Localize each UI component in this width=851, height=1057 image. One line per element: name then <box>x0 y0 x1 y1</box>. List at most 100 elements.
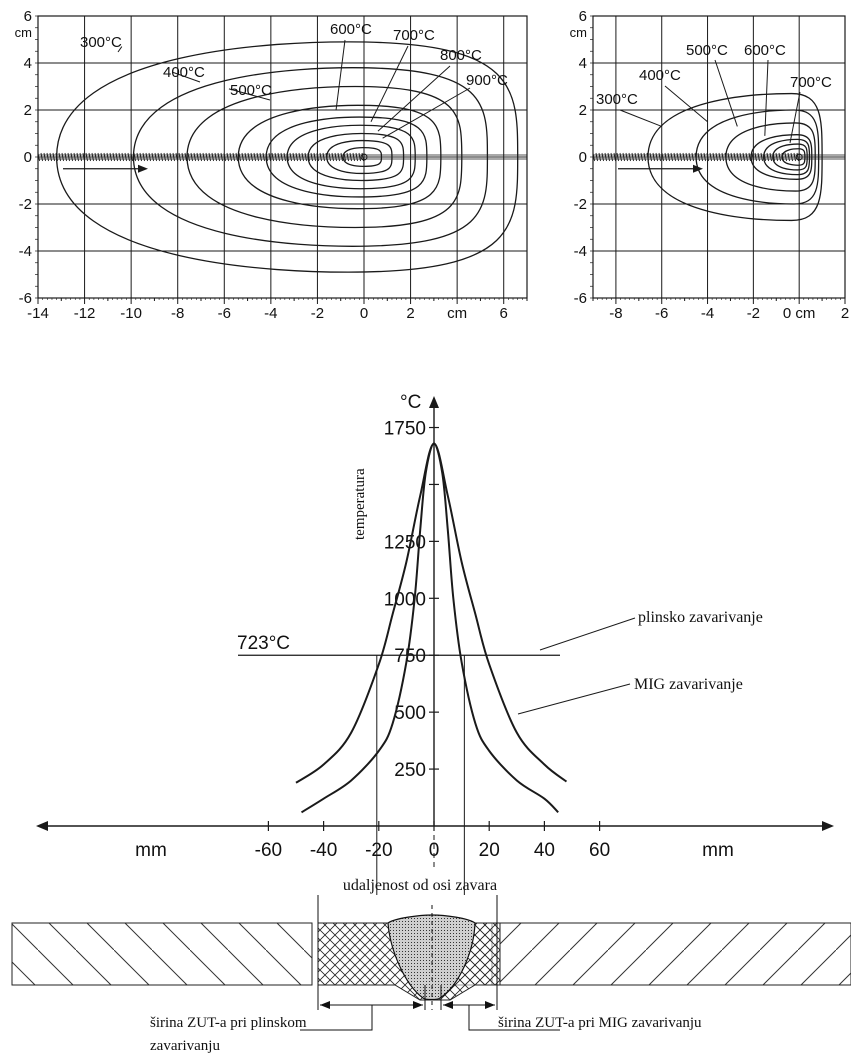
heat-source-marker <box>795 153 803 161</box>
weld-cross-section: širina ZUT-a pri plinskom zavarivanju ši… <box>11 895 851 1054</box>
isotherm-inner-8 <box>342 146 383 168</box>
mig-haz-label: širina ZUT-a pri MIG zavarivanju <box>498 1015 702 1031</box>
gas-haz-arrow-left <box>320 1001 330 1009</box>
x-tick-label: -4 <box>701 305 714 322</box>
x-unit-label: mm <box>135 840 167 861</box>
isotherm-leader <box>664 85 708 123</box>
x-tick-label: 20 <box>479 840 500 861</box>
y-tick-label: 750 <box>394 646 426 667</box>
isotherm-700°C <box>772 143 808 171</box>
y-unit-label: cm <box>15 25 32 40</box>
y-unit-label: °C <box>400 392 421 413</box>
isotherm-label: 400°C <box>163 64 205 81</box>
x-tick-label: -6 <box>218 305 231 322</box>
x-axis-arrow-right <box>822 821 834 831</box>
isotherm-leader <box>714 59 738 127</box>
isotherm-label: 600°C <box>330 21 372 38</box>
isotherm-leader <box>789 91 801 143</box>
isotherm-inner-4 <box>265 116 428 198</box>
curve-gas-welding <box>295 442 568 784</box>
x-tick-label: 60 <box>589 840 610 861</box>
mig-haz-leader <box>468 1005 560 1031</box>
gas-haz-label-1: širina ZUT-a pri plinskom <box>150 1015 307 1031</box>
y-tick-label: -6 <box>19 290 32 307</box>
isotherm-leader <box>619 109 662 127</box>
weld-bead-zigzag <box>592 152 799 162</box>
y-tick-label: 0 <box>24 149 32 166</box>
x-tick-label: -6 <box>655 305 668 322</box>
y-tick-label: 1000 <box>384 589 426 610</box>
y-tick-label: 2 <box>579 102 587 119</box>
legend-leader-mig <box>517 683 631 715</box>
isotherm-labels: 300°C 400°C 500°C 600°C 700°C 800°C 900°C <box>80 21 508 139</box>
isotherm-leader <box>228 88 271 101</box>
x-tick-label: -14 <box>27 305 49 322</box>
heat-source-marker <box>360 153 368 161</box>
isotherm-label: 400°C <box>639 67 681 84</box>
isotherm-800°C <box>307 132 405 182</box>
isotherm-leader <box>382 87 471 139</box>
isotherm-label: 500°C <box>230 82 272 99</box>
gas-haz-leader <box>300 1005 373 1031</box>
isotherm-inner-4 <box>763 138 811 176</box>
reference-line-label: 723°C <box>237 633 290 654</box>
weld-bead-axis <box>37 152 527 173</box>
isotherm-leader <box>764 59 769 136</box>
direction-arrowhead <box>138 164 148 173</box>
x-tick-label: -40 <box>310 840 337 861</box>
x-tick-label: 0 <box>429 840 440 861</box>
x-tick-label: -20 <box>365 840 392 861</box>
x-axis-title: udaljenost od osi zavara <box>343 877 497 894</box>
x-tick-label: -2 <box>311 305 324 322</box>
y-tick-label: -4 <box>19 243 32 260</box>
isotherm-300°C <box>55 41 519 273</box>
y-tick-label: 1250 <box>384 532 426 553</box>
x-unit-label: mm <box>702 840 734 861</box>
isotherm-leader <box>377 65 451 132</box>
mig-haz-arrow-right <box>485 1001 495 1009</box>
legend-gas: plinsko zavarivanje <box>638 609 763 626</box>
gas-haz-arrow-right <box>413 1001 423 1009</box>
annotations: 723°C plinsko zavarivanje MIG zavarivanje <box>237 609 763 895</box>
base-metal-left <box>11 922 313 986</box>
legend-mig: MIG zavarivanje <box>634 676 743 693</box>
y-tick-label: 500 <box>394 703 426 724</box>
y-tick-label: -4 <box>574 243 587 260</box>
isotherm-leader <box>172 71 201 83</box>
x-tick-label: -8 <box>171 305 184 322</box>
mig-haz-arrow-left <box>443 1001 453 1009</box>
x-tick-label: -60 <box>255 840 282 861</box>
y-axis-arrow <box>429 396 439 408</box>
curve-mig-welding <box>300 442 559 814</box>
temperature-profile-chart: -60 -40 -20 0 20 40 60 mm mm 250 500 750 1000 1250 175… <box>36 392 834 895</box>
isotherm-leader <box>370 45 409 122</box>
isotherm-label: 700°C <box>790 74 832 91</box>
x-tick-label: 2 <box>841 305 849 322</box>
y-tick-label: 2 <box>24 102 32 119</box>
isotherm-700°C <box>286 124 416 190</box>
weld-bead-zigzag <box>37 152 364 162</box>
isotherm-600°C <box>750 134 813 180</box>
x-tick-label: 0 cm <box>783 305 816 322</box>
x-tick-label: 0 <box>360 305 368 322</box>
isotherm-400°C <box>132 67 489 247</box>
y-tick-label: 4 <box>579 55 587 72</box>
isotherm-600°C <box>237 104 442 210</box>
y-tick-label: -2 <box>19 196 32 213</box>
isotherm-label: 300°C <box>80 34 122 51</box>
x-tick-label: -10 <box>120 305 142 322</box>
grid <box>37 15 528 299</box>
x-tick-label: -12 <box>74 305 96 322</box>
y-tick-label: 250 <box>394 760 426 781</box>
legend-leader-gas <box>539 617 636 651</box>
y-tick-label: -2 <box>574 196 587 213</box>
gas-haz-label-2: zavarivanju <box>150 1038 220 1054</box>
isotherm-900°C <box>326 139 393 175</box>
temperature-curves <box>295 442 568 814</box>
x-tick-label: -2 <box>747 305 760 322</box>
isotherm-300°C <box>647 92 823 222</box>
